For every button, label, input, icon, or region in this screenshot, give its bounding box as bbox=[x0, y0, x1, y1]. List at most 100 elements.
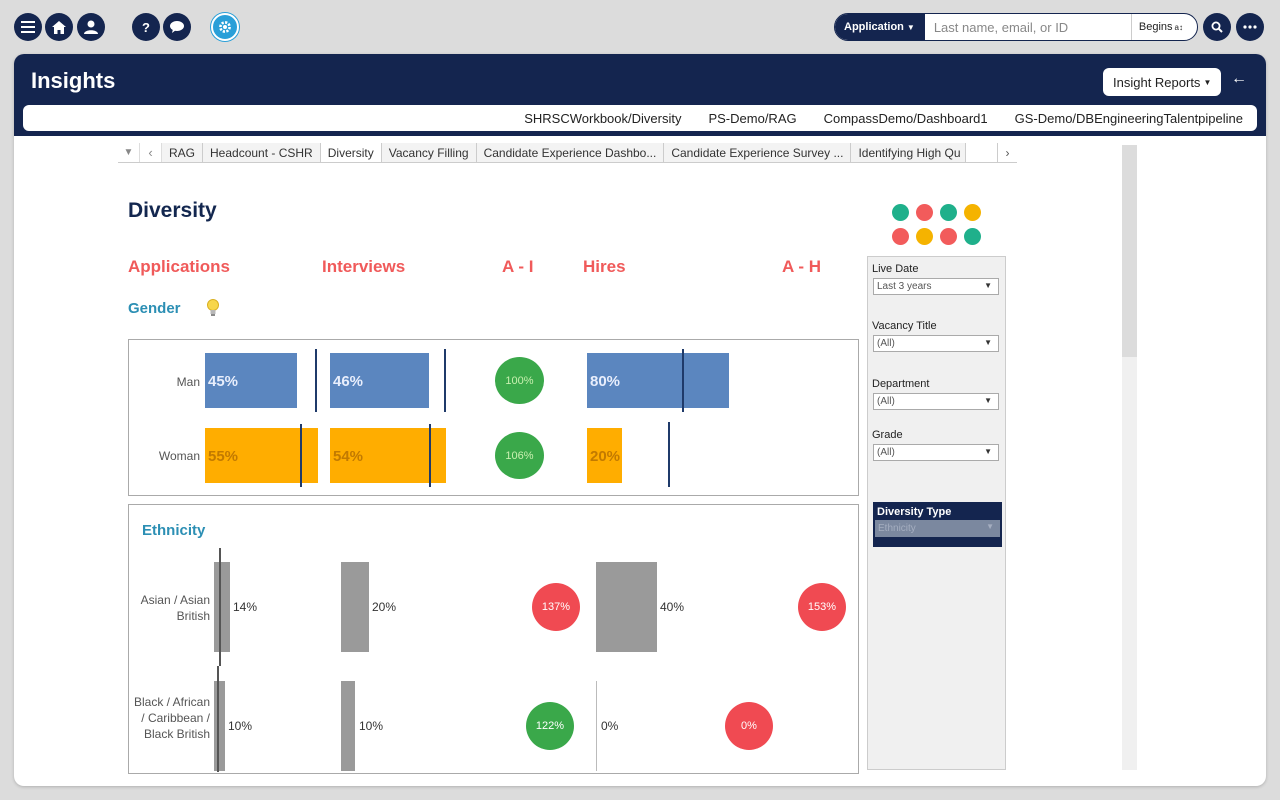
search-match-mode[interactable]: Begins a↕ bbox=[1130, 14, 1197, 40]
department-dropdown[interactable]: (All) ▼ bbox=[873, 393, 999, 410]
tab-vacancy-filling[interactable]: Vacancy Filling bbox=[381, 143, 477, 162]
lightbulb-icon[interactable] bbox=[206, 299, 220, 322]
column-header-hires: Hires bbox=[583, 257, 626, 276]
caret-down-icon: ▼ bbox=[906, 22, 915, 32]
asian-applications-bar[interactable] bbox=[214, 562, 230, 652]
page-title: Insights bbox=[31, 68, 116, 93]
department-value: (All) bbox=[877, 396, 895, 407]
diversity-type-value: Ethnicity bbox=[878, 523, 916, 534]
woman-applications-value: 55% bbox=[208, 448, 239, 465]
woman-interviews-bar[interactable] bbox=[330, 428, 446, 483]
woman-hires-bar[interactable] bbox=[587, 428, 622, 483]
caret-down-icon: ▼ bbox=[986, 522, 994, 531]
man-applications-value: 45% bbox=[208, 373, 239, 390]
ethnicity-row-label: Black / African / Caribbean / Black Brit… bbox=[133, 695, 210, 741]
tab-prev-button[interactable]: ‹ bbox=[140, 143, 162, 162]
tab-list-dropdown[interactable]: ▼ bbox=[118, 143, 140, 162]
vacancy-title-label: Vacancy Title bbox=[872, 320, 937, 332]
report-link[interactable]: GS-Demo/DBEngineeringTalentpipeline bbox=[1014, 110, 1243, 126]
live-date-dropdown[interactable]: Last 3 years ▼ bbox=[873, 278, 999, 295]
caret-down-icon: ▼ bbox=[1203, 77, 1212, 87]
search-scope-dropdown[interactable]: Application ▼ bbox=[835, 14, 925, 40]
insights-header: Insights Insight Reports ▼ ← SHRSCWorkbo… bbox=[14, 54, 1266, 136]
man-hires-bar[interactable] bbox=[587, 353, 729, 408]
grade-dropdown[interactable]: (All) ▼ bbox=[873, 444, 999, 461]
user-icon[interactable] bbox=[77, 13, 105, 41]
man-hires-value: 80% bbox=[590, 373, 621, 390]
woman-hires-value: 20% bbox=[590, 448, 621, 465]
black-hires-value: 0% bbox=[601, 719, 619, 733]
department-label: Department bbox=[872, 378, 930, 390]
tab-rag[interactable]: RAG bbox=[162, 143, 204, 162]
report-links-bar: SHRSCWorkbook/Diversity PS-Demo/RAG Comp… bbox=[23, 105, 1257, 131]
diversity-type-dropdown[interactable]: Ethnicity ▼ bbox=[875, 520, 1000, 537]
gender-row-label: Man bbox=[176, 375, 200, 389]
status-dot bbox=[964, 204, 981, 221]
insight-reports-button[interactable]: Insight Reports ▼ bbox=[1103, 68, 1222, 96]
black-a-i-badge[interactable]: 122% bbox=[526, 702, 574, 750]
asian-hires-value: 40% bbox=[660, 600, 685, 614]
status-dot bbox=[916, 228, 933, 245]
ethnicity-row-label: Asian / Asian British bbox=[140, 593, 210, 623]
asian-a-h-badge[interactable]: 153% bbox=[798, 583, 846, 631]
tab-candidate-experience-survey[interactable]: Candidate Experience Survey ... bbox=[664, 143, 852, 162]
home-icon[interactable] bbox=[45, 13, 73, 41]
tab-headcount[interactable]: Headcount - CSHR bbox=[203, 143, 321, 162]
chat-icon[interactable] bbox=[163, 13, 191, 41]
tab-diversity[interactable]: Diversity bbox=[320, 143, 382, 162]
column-header-interviews: Interviews bbox=[322, 257, 406, 276]
man-applications-bar[interactable] bbox=[205, 353, 297, 408]
black-applications-value: 10% bbox=[228, 719, 253, 733]
ethnicity-section-label: Ethnicity bbox=[142, 522, 206, 539]
man-interviews-bar[interactable] bbox=[330, 353, 429, 408]
search-bar: Application ▼ Begins a↕ bbox=[834, 13, 1198, 41]
status-dot bbox=[940, 204, 957, 221]
help-icon[interactable]: ? bbox=[132, 13, 160, 41]
search-input[interactable] bbox=[924, 14, 1131, 40]
gender-section-label: Gender bbox=[128, 300, 181, 317]
asian-a-i-badge[interactable]: 137% bbox=[532, 583, 580, 631]
black-a-h-badge[interactable]: 0% bbox=[725, 702, 773, 750]
man-interviews-reference-line bbox=[444, 349, 446, 412]
vacancy-title-value: (All) bbox=[877, 338, 895, 349]
insight-reports-label: Insight Reports bbox=[1113, 74, 1201, 90]
diversity-type-label: Diversity Type bbox=[877, 506, 952, 518]
tab-next-button[interactable]: › bbox=[997, 143, 1017, 162]
diversity-type-filter: Diversity Type Ethnicity ▼ bbox=[873, 502, 1002, 547]
asian-interviews-bar[interactable] bbox=[341, 562, 369, 652]
gear-icon[interactable] bbox=[211, 13, 239, 41]
search-icon[interactable] bbox=[1203, 13, 1231, 41]
black-applications-reference-line bbox=[217, 666, 219, 772]
tab-candidate-experience-dashboard[interactable]: Candidate Experience Dashbo... bbox=[476, 143, 665, 162]
grade-value: (All) bbox=[877, 447, 895, 458]
grade-label: Grade bbox=[872, 429, 903, 441]
column-header-a-h: A - H bbox=[782, 257, 822, 276]
black-hires-bar[interactable] bbox=[596, 681, 597, 771]
woman-interviews-value: 54% bbox=[333, 448, 364, 465]
asian-applications-reference-line bbox=[219, 548, 221, 666]
woman-applications-reference-line bbox=[300, 424, 302, 487]
status-dot bbox=[892, 228, 909, 245]
asian-hires-bar[interactable] bbox=[596, 562, 657, 652]
back-arrow-icon[interactable]: ← bbox=[1231, 70, 1247, 87]
more-icon[interactable] bbox=[1236, 13, 1264, 41]
black-interviews-bar[interactable] bbox=[341, 681, 355, 771]
vacancy-title-dropdown[interactable]: (All) ▼ bbox=[873, 335, 999, 352]
tab-identifying-high-quality[interactable]: Identifying High Qu bbox=[851, 143, 967, 162]
man-hires-reference-line bbox=[682, 349, 684, 412]
asian-interviews-value: 20% bbox=[372, 600, 397, 614]
hamburger-icon[interactable] bbox=[14, 13, 42, 41]
column-header-a-i: A - I bbox=[502, 257, 534, 276]
woman-applications-bar[interactable] bbox=[205, 428, 318, 483]
report-link[interactable]: SHRSCWorkbook/Diversity bbox=[524, 110, 682, 126]
report-link[interactable]: CompassDemo/Dashboard1 bbox=[823, 110, 988, 126]
black-interviews-value: 10% bbox=[359, 719, 384, 733]
live-date-value: Last 3 years bbox=[877, 281, 932, 292]
black-applications-bar[interactable] bbox=[214, 681, 225, 771]
status-dot bbox=[940, 228, 957, 245]
man-a-i-badge[interactable]: 100% bbox=[495, 357, 544, 404]
report-link[interactable]: PS-Demo/RAG bbox=[708, 110, 797, 126]
caret-down-icon: ▼ bbox=[984, 281, 992, 290]
scrollbar-thumb[interactable] bbox=[1122, 145, 1137, 357]
woman-a-i-badge[interactable]: 106% bbox=[495, 432, 544, 479]
